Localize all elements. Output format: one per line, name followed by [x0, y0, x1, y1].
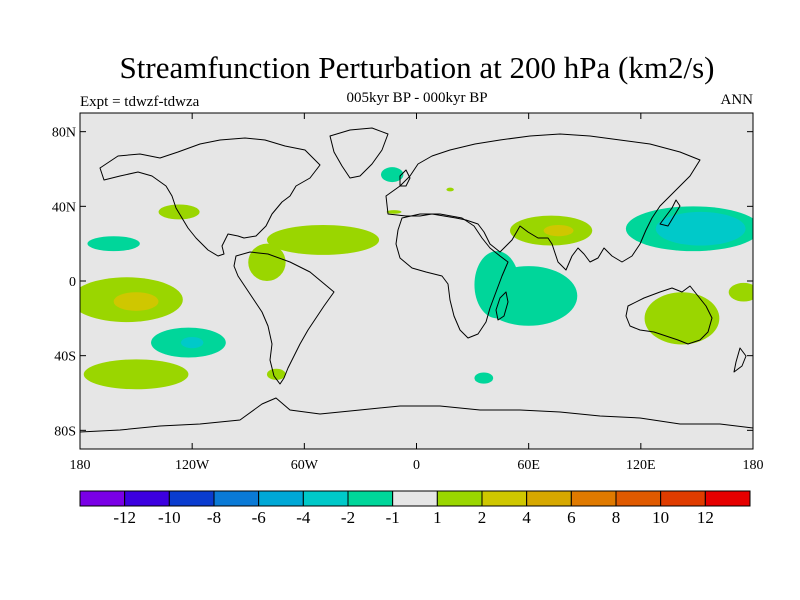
colorbar-box	[392, 490, 438, 507]
coastline-antarctica	[80, 397, 753, 433]
colorbar-label: 4	[522, 508, 531, 527]
coastline-british-isles	[399, 169, 411, 187]
anomaly-region-15	[728, 282, 753, 302]
lon-tick-label: 120W	[175, 458, 210, 473]
colorbar-label: 12	[697, 508, 714, 527]
colorbar-box	[526, 490, 572, 507]
colorbar-box	[660, 490, 706, 507]
lon-tick-label: 180	[743, 458, 764, 473]
anomaly-region-13	[180, 337, 204, 349]
coastline-africa	[395, 213, 509, 339]
coastline-new-zealand	[733, 347, 747, 373]
anomaly-region-8	[248, 243, 286, 281]
coastline-south-america	[233, 251, 335, 385]
colorbar-label: 8	[612, 508, 621, 527]
anomaly-region-14	[644, 292, 720, 345]
lon-tick-label: 60W	[291, 458, 319, 473]
anomaly-region-7	[266, 225, 380, 255]
coastlines	[80, 127, 753, 433]
colorbar-label: -8	[207, 508, 221, 527]
lat-tick-label: 40S	[54, 350, 76, 365]
map-background	[80, 113, 753, 449]
colorbar-box	[436, 490, 483, 507]
anomaly-region-21	[386, 210, 402, 214]
lon-tick-label: 180	[70, 458, 91, 473]
lon-tick-label: 60E	[517, 458, 540, 473]
colorbar-label: 2	[478, 508, 487, 527]
lat-tick-label: 40N	[52, 200, 76, 215]
lat-tick-label: 0	[69, 275, 76, 290]
anomaly-regions	[80, 167, 753, 390]
map-title: Streamfunction Perturbation at 200 hPa (…	[119, 50, 715, 85]
anomaly-region-6	[543, 225, 574, 237]
lon-tick-label: 120E	[626, 458, 656, 473]
colorbar-box	[615, 490, 662, 507]
colorbar: -12 -10 -8 -6 -4 -2 -1 1 2 4 6 8 10 12	[79, 490, 751, 527]
coastline-australia	[625, 285, 713, 345]
colorbar-label: -6	[252, 508, 266, 527]
longitude-axis: 180 120W 60W 0 60E 120E 180	[70, 113, 764, 473]
colorbar-box	[704, 490, 751, 507]
coastline-japan	[659, 199, 681, 227]
colorbar-label: -10	[158, 508, 181, 527]
anomaly-region-20	[266, 368, 286, 380]
colorbar-box	[302, 490, 349, 507]
anomaly-region-10	[113, 292, 159, 311]
latitude-axis: 80N 40N 0 40S 80S	[52, 126, 753, 439]
colorbar-box	[124, 490, 170, 507]
anomaly-region-11	[83, 359, 189, 390]
lat-tick-label: 80N	[52, 126, 76, 141]
period-label: 005kyr BP - 000kyr BP	[346, 90, 488, 106]
colorbar-label: -1	[386, 508, 400, 527]
lon-tick-label: 0	[413, 458, 420, 473]
coastline-greenland	[329, 127, 389, 179]
colorbar-box	[213, 490, 260, 507]
colorbar-box	[347, 490, 394, 507]
colorbar-label: 6	[567, 508, 576, 527]
colorbar-box	[168, 490, 215, 507]
colorbar-label: 1	[433, 508, 442, 527]
anomaly-region-19	[474, 372, 494, 384]
experiment-label: Expt = tdwzf-tdwza	[80, 94, 200, 110]
anomaly-region-22	[446, 187, 454, 192]
anomaly-region-17	[87, 236, 140, 252]
anomaly-region-2	[655, 211, 746, 246]
anomaly-region-16	[158, 204, 200, 220]
colorbar-label: -12	[113, 508, 136, 527]
colorbar-box	[481, 490, 528, 507]
season-label: ANN	[720, 92, 754, 108]
coastline-madagascar	[495, 291, 509, 321]
colorbar-box	[570, 490, 617, 507]
colorbar-box	[79, 490, 126, 507]
lat-tick-label: 80S	[54, 424, 76, 439]
colorbar-label: -4	[296, 508, 311, 527]
colorbar-label: -2	[341, 508, 355, 527]
colorbar-box	[258, 490, 304, 507]
coastline-north-america	[99, 137, 321, 257]
coastline-eurasia	[385, 133, 701, 271]
colorbar-label: 10	[652, 508, 669, 527]
anomaly-region-18	[380, 167, 404, 183]
